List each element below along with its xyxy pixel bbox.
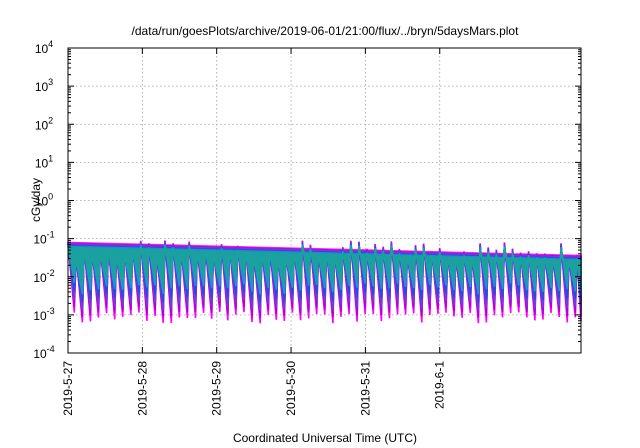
y-tick-label: 10-3 (33, 306, 54, 323)
y-tick-label: 100 (35, 192, 53, 209)
y-tick-label: 102 (35, 115, 53, 132)
y-axis-label: cGy/day (29, 178, 43, 222)
x-tick-label: 2019-5-28 (135, 361, 149, 416)
series-line (67, 245, 582, 286)
x-tick-label: 2019-5-31 (358, 361, 372, 416)
x-tick-label: 2019-5-27 (61, 361, 75, 416)
chart-title: /data/run/goesPlots/archive/2019-06-01/2… (132, 24, 520, 38)
x-tick-label: 2019-5-29 (210, 361, 224, 416)
y-tick-label: 103 (35, 77, 53, 94)
y-tick-label: 10-1 (33, 230, 54, 247)
y-tick-label: 10-2 (33, 268, 54, 285)
axes: 10-4 10-3 10-2 10-1 100 101 102 103 104 2019-5-27… (33, 39, 582, 416)
x-axis-label: Coordinated Universal Time (UTC) (233, 431, 417, 445)
x-tick-label: 2019-5-30 (284, 361, 298, 416)
y-tick-label: 10-4 (33, 344, 54, 361)
series-layer (67, 240, 582, 324)
y-tick-label: 104 (35, 39, 53, 56)
y-tick-label: 101 (35, 153, 53, 170)
x-tick-label: 2019-6-1 (433, 361, 447, 409)
